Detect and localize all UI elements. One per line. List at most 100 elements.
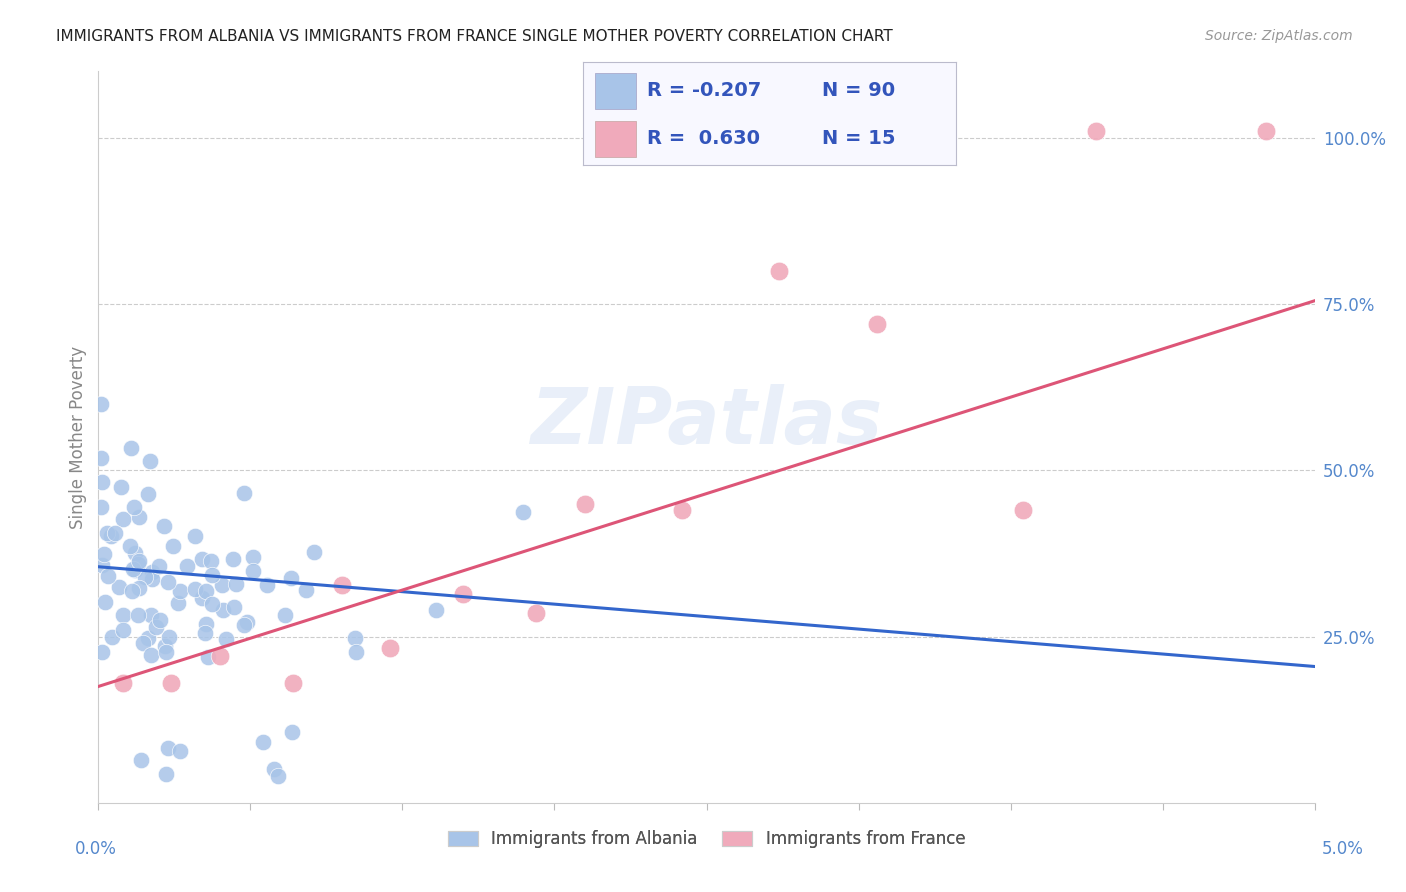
Point <box>267 769 290 783</box>
Y-axis label: Single Mother Poverty: Single Mother Poverty <box>69 345 87 529</box>
Point <box>111 607 134 622</box>
FancyBboxPatch shape <box>595 73 636 109</box>
Text: IMMIGRANTS FROM ALBANIA VS IMMIGRANTS FROM FRANCE SINGLE MOTHER POVERTY CORRELAT: IMMIGRANTS FROM ALBANIA VS IMMIGRANTS FR… <box>56 29 893 44</box>
Point <box>157 575 180 590</box>
Point <box>184 528 207 542</box>
Point <box>121 584 143 599</box>
Point <box>128 582 150 596</box>
Point <box>195 617 218 632</box>
Point <box>1011 503 1033 517</box>
Point <box>294 582 316 597</box>
Legend: Immigrants from Albania, Immigrants from France: Immigrants from Albania, Immigrants from… <box>439 822 974 856</box>
Point <box>191 552 214 566</box>
Point <box>90 397 112 411</box>
Point <box>134 570 156 584</box>
Point <box>524 606 547 620</box>
Point <box>453 587 475 601</box>
Text: R =  0.630: R = 0.630 <box>647 129 759 148</box>
Point <box>111 676 134 690</box>
Point <box>225 577 247 591</box>
Point <box>90 475 112 490</box>
Point <box>194 626 217 640</box>
Point <box>111 623 134 637</box>
Point <box>512 505 534 519</box>
Point <box>215 632 238 647</box>
Point <box>194 583 217 598</box>
Point <box>108 580 131 594</box>
Point <box>242 549 264 564</box>
Point <box>236 615 259 629</box>
Point <box>157 740 180 755</box>
Point <box>425 602 447 616</box>
Point <box>1254 124 1277 138</box>
Text: N = 15: N = 15 <box>823 129 896 148</box>
Point <box>768 264 790 278</box>
Point <box>122 562 145 576</box>
Point <box>155 767 177 781</box>
Point <box>111 512 134 526</box>
Point <box>128 510 150 524</box>
Point <box>127 607 149 622</box>
Point <box>281 676 304 690</box>
Point <box>129 753 152 767</box>
Point <box>252 735 274 749</box>
Point <box>233 617 256 632</box>
Point <box>100 630 122 644</box>
Point <box>127 557 149 571</box>
Point <box>148 559 170 574</box>
Point <box>136 631 159 645</box>
Point <box>232 486 254 500</box>
Point <box>344 645 367 659</box>
Point <box>139 648 162 663</box>
Point <box>155 645 177 659</box>
Point <box>380 640 402 655</box>
Point <box>330 578 353 592</box>
FancyBboxPatch shape <box>595 121 636 157</box>
Point <box>212 602 235 616</box>
Point <box>110 480 132 494</box>
Point <box>162 539 184 553</box>
Point <box>281 725 304 739</box>
Point <box>132 636 155 650</box>
Point <box>153 639 176 653</box>
Point <box>100 529 122 543</box>
Point <box>97 569 120 583</box>
Point <box>191 591 214 605</box>
Point <box>149 613 172 627</box>
Point <box>866 317 889 331</box>
Point <box>222 552 245 566</box>
Point <box>200 554 222 568</box>
Point <box>574 497 596 511</box>
Point <box>128 554 150 568</box>
Point <box>124 563 146 577</box>
Point <box>201 567 224 582</box>
Point <box>160 676 183 690</box>
Point <box>167 596 190 610</box>
Point <box>157 630 180 644</box>
Point <box>141 566 163 580</box>
Point <box>274 608 297 623</box>
Text: R = -0.207: R = -0.207 <box>647 81 761 100</box>
Point <box>201 598 224 612</box>
Text: Source: ZipAtlas.com: Source: ZipAtlas.com <box>1205 29 1353 43</box>
Point <box>304 544 326 558</box>
Point <box>263 762 285 776</box>
Point <box>344 631 367 645</box>
Point <box>222 600 245 615</box>
Point <box>91 645 114 659</box>
Text: 0.0%: 0.0% <box>75 840 117 858</box>
Point <box>671 503 693 517</box>
Point <box>211 578 233 592</box>
Point <box>209 649 232 664</box>
Point <box>124 500 146 514</box>
Point <box>93 595 115 609</box>
Point <box>139 607 162 622</box>
Point <box>96 525 118 540</box>
Point <box>1084 124 1107 138</box>
Point <box>90 558 112 572</box>
Text: N = 90: N = 90 <box>823 81 896 100</box>
Point <box>139 454 162 468</box>
Point <box>145 620 167 634</box>
Point <box>141 572 163 586</box>
Point <box>90 500 112 514</box>
